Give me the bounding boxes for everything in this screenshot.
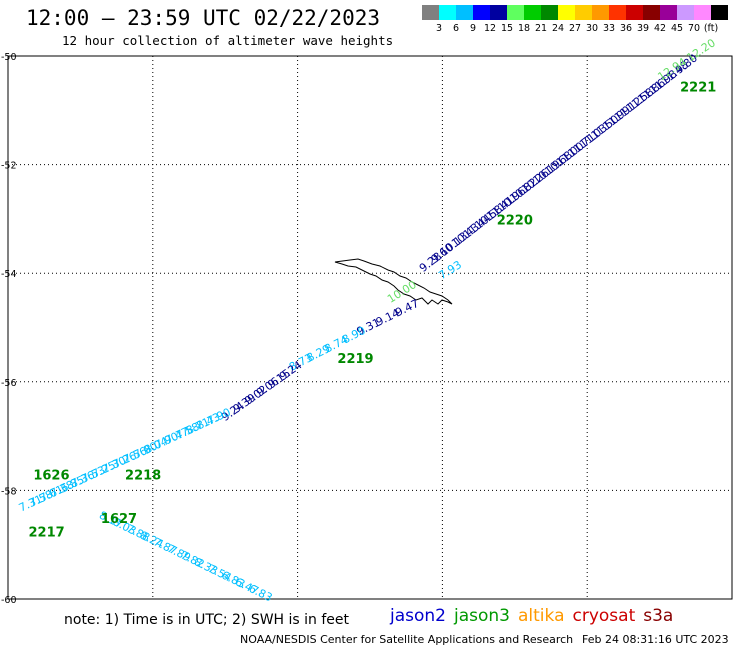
lat-tick-label: -54 bbox=[1, 269, 17, 280]
south-georgia-island bbox=[334, 258, 453, 305]
lon-tick-label: -45 bbox=[0, 604, 16, 605]
colorbar-swatch bbox=[677, 5, 694, 20]
colorbar-tick: 33 bbox=[602, 23, 616, 34]
satellite-legend: jason2 jason3 altika cryosat s3a bbox=[390, 606, 681, 626]
lon-tick-label: -42 bbox=[145, 604, 161, 605]
timestamp-text: Feb 24 08:31:16 UTC 2023 bbox=[582, 633, 729, 646]
lon-tick-label: -36 bbox=[435, 604, 451, 605]
colorbar-swatch bbox=[439, 5, 456, 20]
colorbar-tick: 70 bbox=[687, 23, 701, 34]
wave-height-value: 12.20 bbox=[684, 36, 717, 64]
colorbar-tick: 39 bbox=[636, 23, 650, 34]
colorbar-tick: 45 bbox=[670, 23, 684, 34]
colorbar-swatch bbox=[456, 5, 473, 20]
colorbar-tick: 15 bbox=[500, 23, 514, 34]
lat-tick-label: -56 bbox=[1, 378, 17, 389]
colorbar-tick: 27 bbox=[568, 23, 582, 34]
wave-height-value: 7.31 bbox=[17, 492, 45, 514]
page-title: 12:00 – 23:59 UTC 02/22/2023 bbox=[26, 6, 381, 30]
colorbar-swatch bbox=[558, 5, 575, 20]
colorbar-tick: 30 bbox=[585, 23, 599, 34]
pass-id-label: 2221 bbox=[680, 80, 716, 95]
colorbar-swatch bbox=[575, 5, 592, 20]
colorbar-unit: (ft) bbox=[703, 23, 719, 34]
colorbar-tick: 42 bbox=[653, 23, 667, 34]
colorbar-swatch bbox=[694, 5, 711, 20]
colorbar-swatch bbox=[490, 5, 507, 20]
wave-height-map: -45-42-39-36-33-30-50-52-54-56-58-60 9.8… bbox=[0, 36, 740, 605]
satellite-legend-item: jason3 bbox=[454, 606, 510, 626]
lat-tick-label: -52 bbox=[1, 161, 17, 172]
colorbar-swatch bbox=[541, 5, 558, 20]
lat-tick-label: -60 bbox=[1, 595, 17, 605]
colorbar-tick: 12 bbox=[483, 23, 497, 34]
colorbar-swatch bbox=[524, 5, 541, 20]
colorbar-tick: 36 bbox=[619, 23, 633, 34]
footer-note: note: 1) Time is in UTC; 2) SWH is in fe… bbox=[64, 612, 350, 628]
pass-id-label: 1626 bbox=[33, 469, 69, 484]
colorbar-tick: 18 bbox=[517, 23, 531, 34]
page-subtitle: 12 hour collection of altimeter wave hei… bbox=[62, 33, 394, 48]
colorbar-swatch bbox=[592, 5, 609, 20]
map-frame bbox=[7, 55, 733, 600]
lat-tick-label: -50 bbox=[1, 52, 17, 63]
colorbar-tick: 6 bbox=[452, 23, 460, 34]
colorbar-tick: 24 bbox=[551, 23, 565, 34]
colorbar-swatch bbox=[711, 5, 728, 20]
colorbar-tick: 9 bbox=[469, 23, 477, 34]
pass-id-label: 2219 bbox=[337, 352, 373, 367]
wave-height-value: 6.83 bbox=[247, 582, 275, 604]
satellite-legend-item: cryosat bbox=[572, 606, 636, 626]
colorbar-swatch bbox=[473, 5, 490, 20]
pass-id-label: 2217 bbox=[29, 526, 65, 541]
colorbar-swatch bbox=[626, 5, 643, 20]
pass-id-label: 2220 bbox=[497, 213, 533, 228]
colorbar-tick: 21 bbox=[534, 23, 548, 34]
pass-labels: 2221 2220 2219 2218 1626 1627 2217 bbox=[29, 80, 717, 540]
colorbar-swatch bbox=[507, 5, 524, 20]
colorbar-tick: 3 bbox=[435, 23, 443, 34]
pass-id-label: 2218 bbox=[125, 469, 161, 484]
colorbar-swatch bbox=[643, 5, 660, 20]
credit-text: NOAA/NESDIS Center for Satellite Applica… bbox=[240, 633, 574, 646]
satellite-legend-item: jason2 bbox=[390, 606, 446, 626]
lon-tick-label: -39 bbox=[290, 604, 306, 605]
lat-tick-label: -58 bbox=[1, 486, 17, 497]
colorbar-swatch bbox=[422, 5, 439, 20]
satellite-legend-item: altika bbox=[518, 606, 565, 626]
lon-tick-label: -30 bbox=[724, 604, 740, 605]
pass-id-label: 1627 bbox=[101, 512, 137, 527]
colorbar-swatch bbox=[660, 5, 677, 20]
lon-tick-label: -33 bbox=[579, 604, 595, 605]
satellite-legend-item: s3a bbox=[643, 606, 674, 626]
axis-tick-labels: -45 -42 -39 -36 -33 -30 -50 -52 -54 -56 -58 -60 bbox=[0, 52, 740, 605]
colorbar-swatch bbox=[609, 5, 626, 20]
map-grid bbox=[8, 56, 732, 599]
